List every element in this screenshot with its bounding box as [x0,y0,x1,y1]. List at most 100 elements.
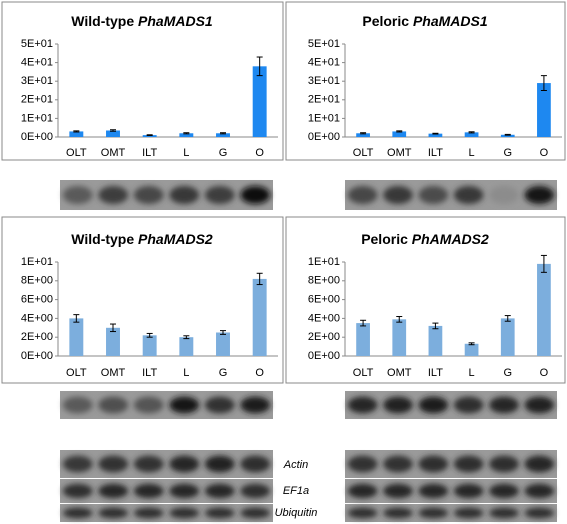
error-bar [256,272,263,286]
error-bar [183,335,190,340]
gel-band [453,186,484,204]
x-tick-label: O [540,367,549,379]
x-tick-label: G [219,367,228,379]
gel-band [489,186,519,204]
gel-strip [345,180,557,210]
bar [106,130,120,137]
gel-band [204,507,235,519]
y-tick-label: 2E+01 [308,94,340,106]
gel-band [489,507,519,519]
gel-band [418,483,449,499]
gel-band [62,483,93,499]
gel-band [169,507,200,519]
bar [537,83,551,137]
error-bar [220,330,226,335]
x-tick-label: ILT [142,147,157,159]
gel-strip [60,450,273,478]
x-tick-label: OMT [101,367,126,379]
gel-band [524,483,555,499]
bar [356,323,370,356]
gel-band [62,455,93,473]
gel-band [204,396,235,414]
gel-band [524,186,555,204]
bar [252,66,267,137]
gel-band [62,396,93,414]
gel-band [453,507,484,519]
gel-band [453,483,484,499]
error-bar [360,132,367,135]
y-tick-label: 3E+01 [21,75,53,87]
x-tick-label: ILT [428,367,443,379]
y-tick-label: 8E+00 [21,275,53,287]
x-tick-label: OLT [353,147,374,159]
chart-title: Peloric PhaMADS1 [362,13,487,29]
x-tick-label: O [255,147,264,159]
gel-label: Actin [283,459,308,471]
gel-band [347,396,378,414]
y-tick-label: 0E+00 [21,350,53,362]
y-tick-label: 2E+00 [308,331,340,343]
y-tick-label: 1E+01 [308,112,340,124]
y-tick-label: 1E+01 [21,256,53,268]
error-bar [504,133,511,136]
chart-title: Wild-type PhaMADS2 [71,231,213,247]
y-tick-label: 5E+01 [308,38,340,50]
panel-frame [285,216,566,384]
y-tick-label: 0E+00 [21,131,53,143]
y-tick-label: 4E+00 [21,312,53,324]
panel-frame [285,1,566,161]
x-tick-label: G [219,147,228,159]
gel-band [169,483,200,499]
gel-band [418,186,449,204]
gel-band [418,455,449,473]
gel-band [133,483,164,499]
x-tick-label: OLT [66,367,87,379]
gel-label: EF1a [283,485,309,497]
gel-band [204,186,235,204]
x-tick-label: G [503,147,512,159]
y-tick-label: 1E+01 [308,256,340,268]
y-tick-label: 4E+01 [308,57,340,69]
gel-band [169,455,200,473]
y-tick-label: 4E+01 [21,57,53,69]
error-bar [468,342,475,346]
y-tick-label: 6E+00 [308,294,340,306]
gel-band [62,186,93,204]
gel-band [524,507,555,519]
gel-strip [60,391,273,419]
gel-band [240,507,271,519]
bar [464,343,479,356]
gel-band [98,186,129,204]
gel-band [240,186,271,204]
x-tick-label: O [255,367,264,379]
y-tick-label: 5E+01 [21,38,53,50]
gel-band [240,396,271,414]
error-bar [73,314,80,323]
gel-band [169,186,200,204]
y-tick-label: 3E+01 [308,75,340,87]
x-tick-label: OLT [353,367,374,379]
gel-band [133,455,164,473]
gel-band [489,396,519,414]
gel-band [383,396,413,414]
x-tick-label: G [503,367,512,379]
error-bar [110,323,116,333]
gel-band [347,483,378,499]
error-bar [540,75,547,91]
x-tick-label: L [469,367,475,379]
x-tick-label: L [469,147,475,159]
bar [179,133,194,137]
gel-band [383,507,413,519]
y-tick-label: 6E+00 [21,294,53,306]
error-bar [360,319,367,327]
gel-strip [345,391,557,419]
gel-band [98,483,129,499]
gel-band [133,396,164,414]
gel-strip [345,450,557,478]
panel-frame [1,216,284,384]
bar [428,325,443,356]
gel-band [347,455,378,473]
gel-strip [60,479,273,503]
gel-band [383,186,413,204]
y-tick-label: 4E+00 [308,312,340,324]
